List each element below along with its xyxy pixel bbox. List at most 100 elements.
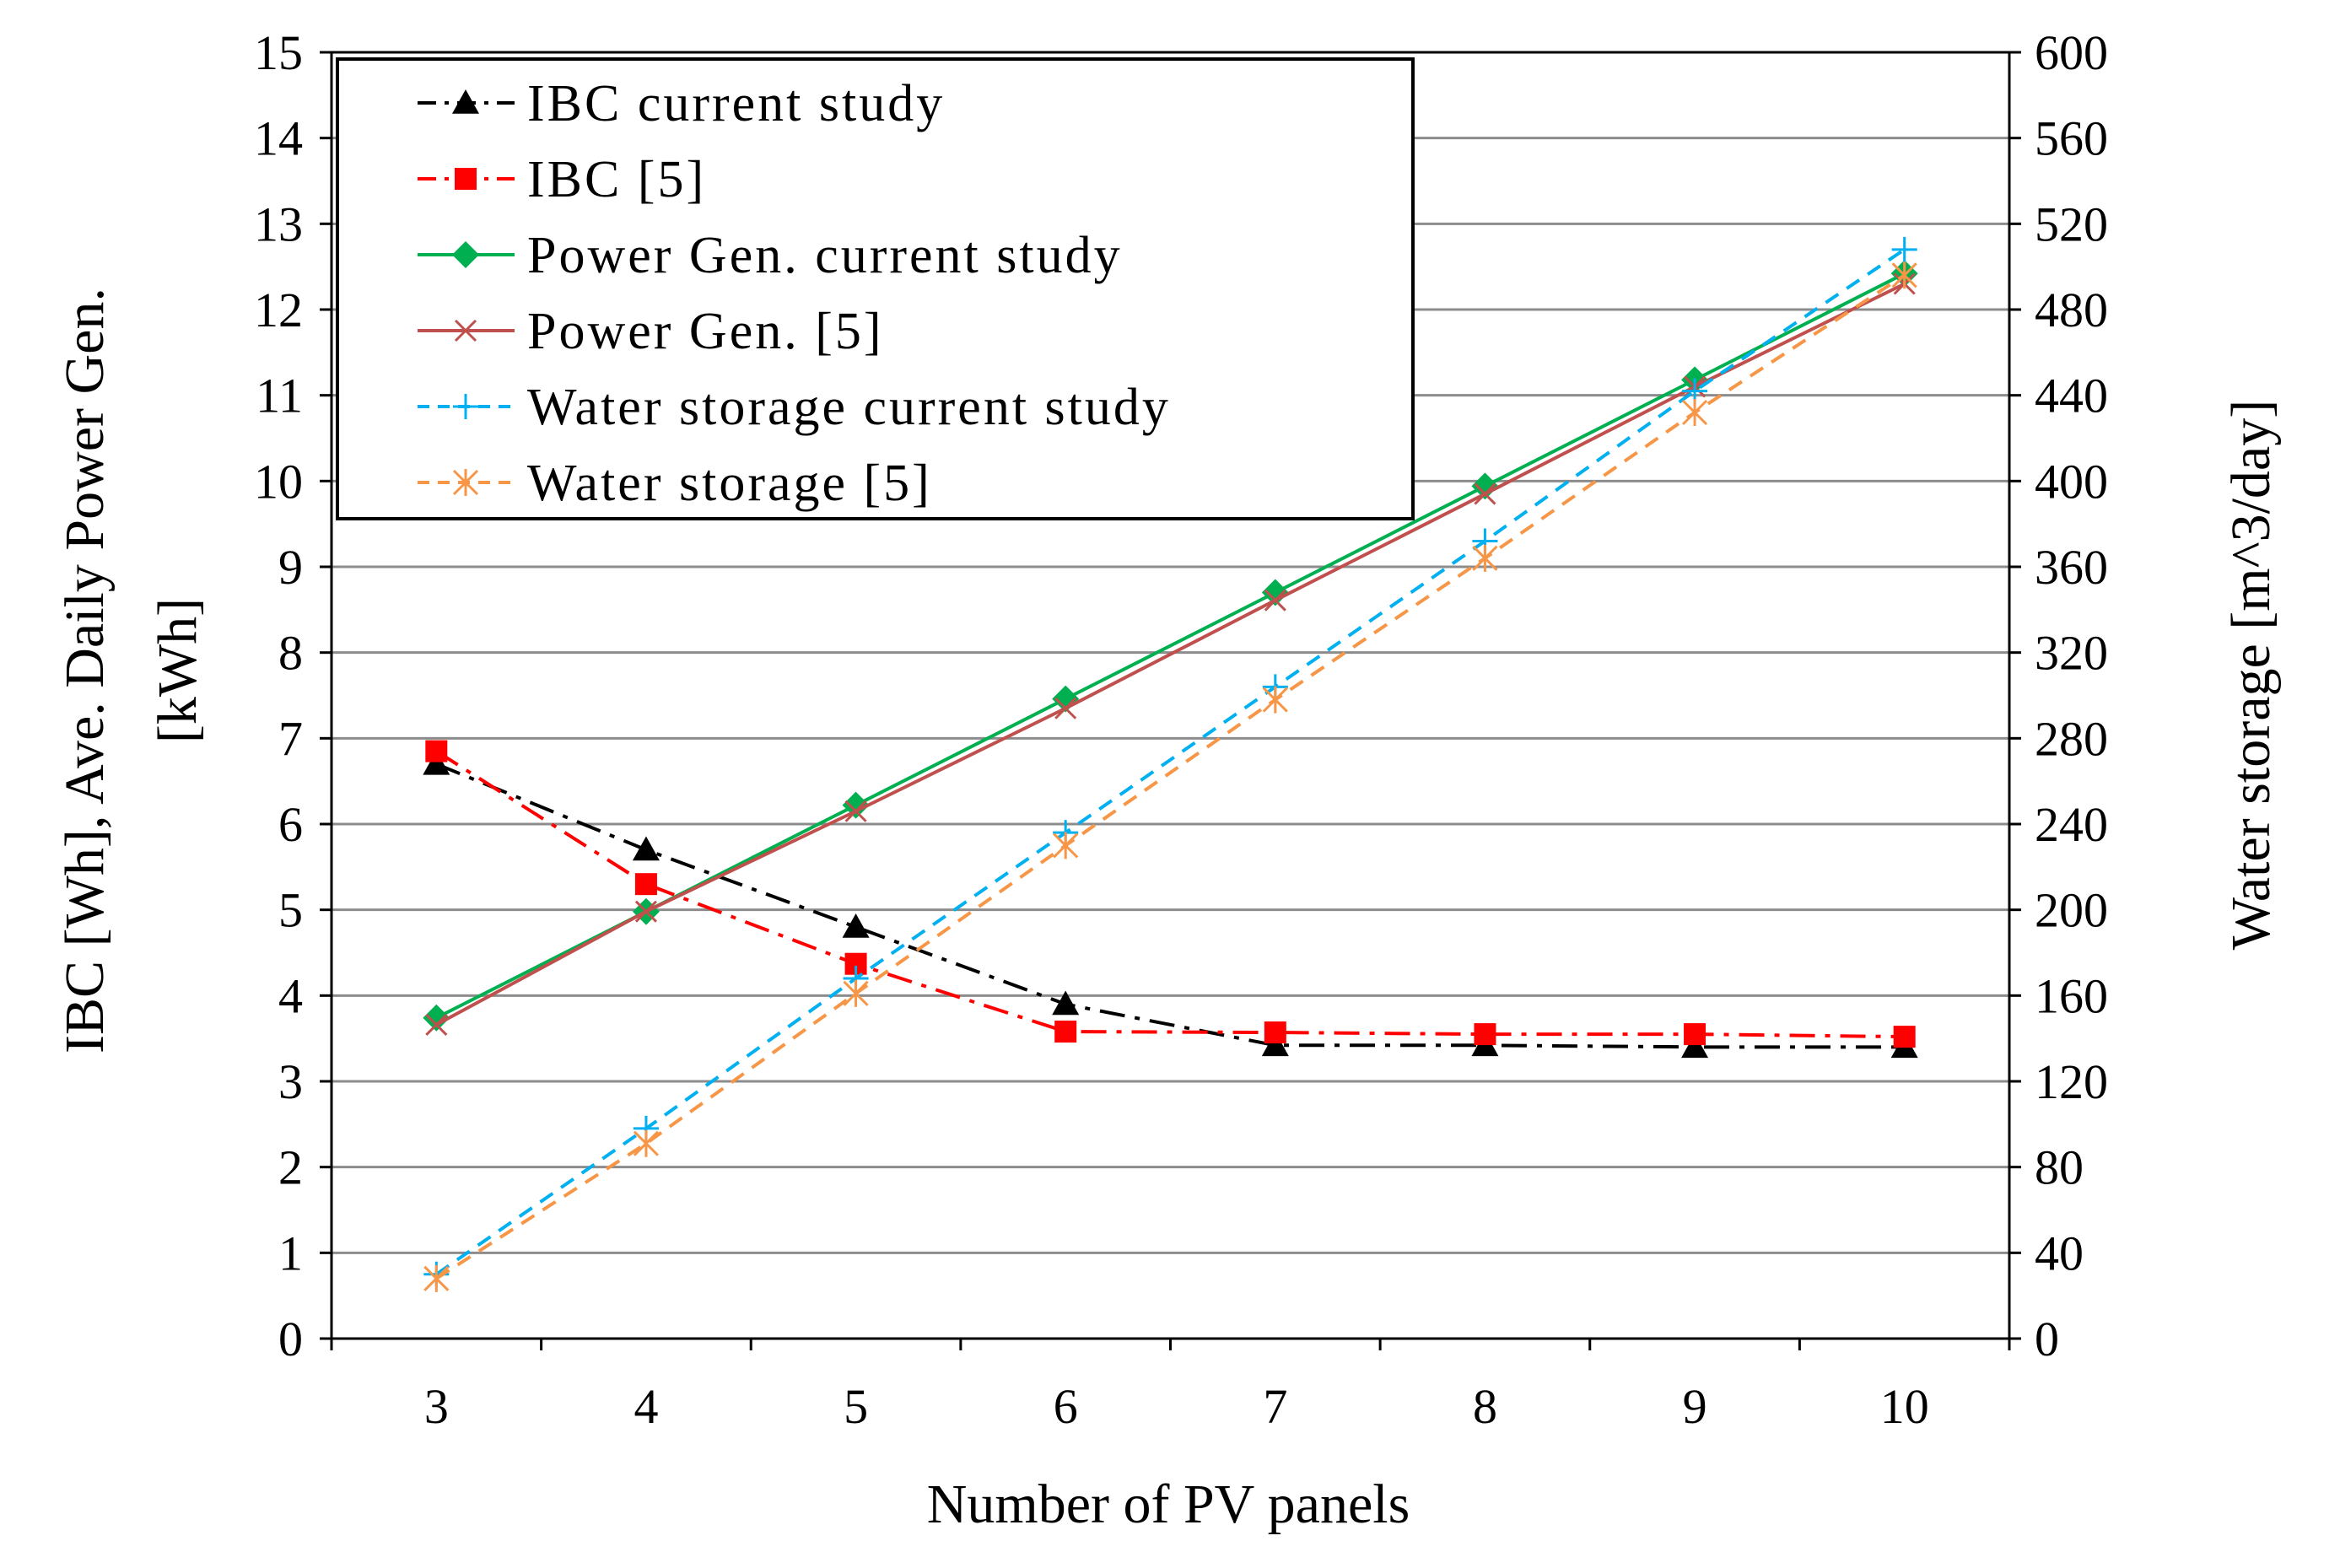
legend-item: Water storage current study — [418, 379, 1171, 436]
data-point — [1053, 832, 1079, 859]
y-axis-title-line-2: [kWh] — [147, 598, 208, 743]
data-point — [425, 740, 448, 762]
y-axis-title-line-1: IBC [Wh], Ave. Daily Power Gen. — [54, 288, 116, 1053]
legend-item: Power Gen. current study — [418, 227, 1120, 284]
right-tick-label: 520 — [2035, 197, 2108, 251]
right-tick-label: 440 — [2035, 369, 2108, 423]
series-line — [435, 282, 1906, 1026]
series-layer — [423, 236, 1918, 1292]
data-point — [1474, 482, 1496, 505]
right-tick-label: 360 — [2035, 540, 2108, 595]
legend-label: Power Gen. [5] — [527, 303, 884, 360]
data-point — [632, 836, 660, 861]
data-point — [1261, 1032, 1289, 1057]
data-point — [1681, 1033, 1709, 1059]
legend-item: IBC [5] — [418, 151, 706, 208]
left-tick-label: 7 — [278, 711, 303, 766]
data-point — [1681, 399, 1708, 426]
right-tick-label: 560 — [2035, 111, 2108, 166]
left-tick-label: 5 — [278, 883, 303, 938]
series-line — [435, 273, 1906, 1280]
left-tick-label: 14 — [254, 111, 303, 166]
legend-label: IBC current study — [527, 75, 945, 132]
left-tick-label: 13 — [254, 197, 303, 251]
data-point — [1893, 1026, 1916, 1048]
series-line — [435, 749, 1905, 1039]
x-axis-title: Number of PV panels — [927, 1474, 1410, 1535]
data-point — [1264, 1021, 1286, 1044]
data-point — [425, 1013, 448, 1036]
left-tick-label: 11 — [256, 369, 303, 423]
right-tick-label: 80 — [2035, 1140, 2084, 1195]
x-tick-label: 7 — [1263, 1379, 1287, 1434]
right-y-axis-ticks: 0 40 80 120 160 200 240 280 320 360 400 440 480 520 56… — [2009, 25, 2108, 1366]
left-tick-label: 12 — [254, 283, 303, 337]
right-tick-label: 200 — [2035, 883, 2108, 938]
data-point — [842, 913, 870, 938]
data-point — [633, 1129, 659, 1157]
data-point — [1052, 990, 1080, 1016]
right-tick-label: 600 — [2035, 25, 2108, 80]
left-tick-label: 0 — [278, 1312, 303, 1366]
left-tick-label: 15 — [254, 25, 303, 80]
legend-label: Water storage current study — [527, 379, 1171, 436]
legend-marker — [452, 89, 479, 114]
y2-axis-title: Water storage [m^3/day] — [2220, 400, 2282, 950]
left-tick-label: 10 — [254, 454, 303, 509]
x-axis-ticks: 3 4 5 6 7 8 9 10 — [330, 1339, 2011, 1434]
data-point — [843, 979, 869, 1007]
right-tick-label: 240 — [2035, 797, 2108, 852]
legend-marker — [454, 319, 477, 342]
data-point — [423, 750, 450, 775]
data-point — [1472, 544, 1498, 572]
right-tick-label: 480 — [2035, 283, 2108, 337]
legend-item: Power Gen. [5] — [418, 303, 884, 360]
right-tick-label: 280 — [2035, 711, 2108, 766]
legend-label: Water storage [5] — [527, 455, 932, 512]
data-point — [1684, 1023, 1706, 1046]
data-point — [1261, 579, 1289, 606]
legend-marker — [455, 168, 477, 190]
left-tick-label: 4 — [278, 968, 303, 1023]
left-tick-label: 9 — [278, 540, 303, 595]
left-tick-label: 2 — [278, 1140, 303, 1195]
data-point — [634, 900, 657, 923]
legend-item: IBC current study — [418, 75, 945, 132]
data-point — [1891, 236, 1917, 262]
data-point — [1264, 589, 1286, 612]
legend-marker — [452, 241, 479, 268]
data-point — [1471, 472, 1499, 500]
data-point — [842, 791, 870, 819]
series-ibc-5 — [425, 740, 1916, 1048]
left-tick-label: 8 — [278, 626, 303, 681]
right-tick-label: 120 — [2035, 1054, 2108, 1109]
data-point — [1891, 261, 1917, 289]
data-point — [423, 1004, 450, 1032]
data-point — [844, 800, 867, 822]
legend-label: IBC [5] — [527, 151, 706, 208]
left-tick-label: 1 — [278, 1226, 303, 1280]
x-tick-label: 3 — [424, 1379, 449, 1434]
right-tick-label: 0 — [2035, 1312, 2059, 1366]
legend-box — [336, 57, 1415, 520]
right-tick-label: 320 — [2035, 626, 2108, 681]
x-tick-label: 4 — [634, 1379, 658, 1434]
x-tick-label: 6 — [1054, 1379, 1078, 1434]
legend-marker — [453, 394, 478, 419]
x-tick-label: 8 — [1473, 1379, 1497, 1434]
right-tick-label: 400 — [2035, 454, 2108, 509]
legend-item: Water storage [5] — [418, 455, 932, 512]
data-point — [1054, 1021, 1077, 1043]
series-line — [435, 762, 1905, 1049]
data-point — [1054, 697, 1077, 719]
right-tick-label: 40 — [2035, 1226, 2084, 1280]
data-point — [1474, 1023, 1496, 1046]
series-line — [435, 248, 1906, 1276]
legend-marker — [452, 469, 479, 496]
data-point — [423, 1264, 450, 1292]
data-point — [634, 873, 657, 896]
x-tick-label: 10 — [1880, 1379, 1929, 1434]
left-tick-label: 6 — [278, 797, 303, 852]
